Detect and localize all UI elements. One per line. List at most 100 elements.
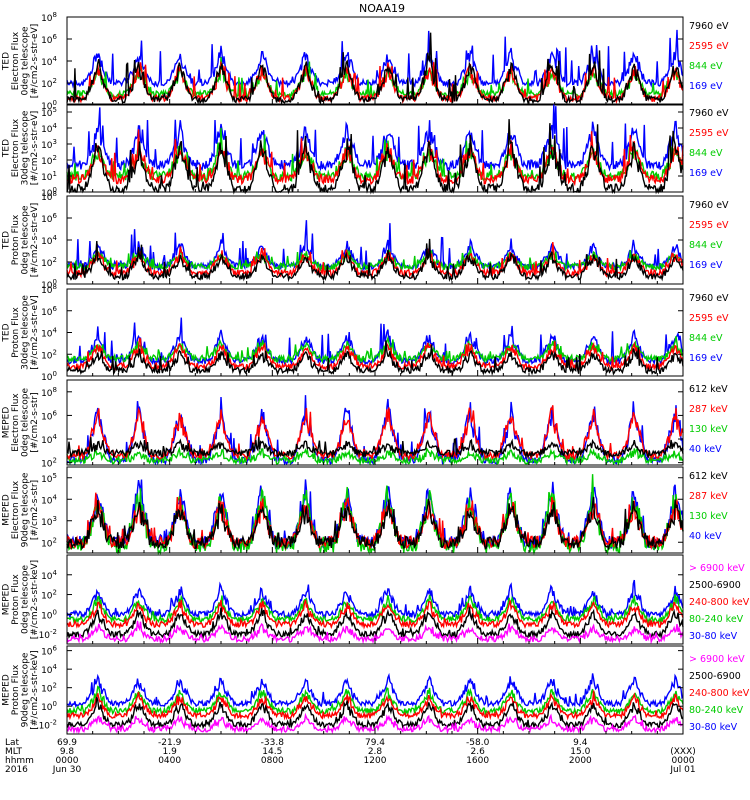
series-line-1-4 <box>66 29 684 89</box>
y-tick-label: 108 <box>41 283 57 296</box>
y-tick-label: 100 <box>41 608 57 621</box>
readout-value: 9.4 <box>573 738 588 748</box>
time-axis-readouts: Lat 69.9 -21.9 -33.8 79.4 -58.0 9.4 MLT 9.8 1.9 14… <box>5 738 696 775</box>
y-tick-label: 104 <box>41 234 57 247</box>
readout-value: 79.4 <box>365 738 385 748</box>
legend-entry: 40 keV <box>689 531 722 542</box>
y-tick-label: 102 <box>41 682 57 695</box>
legend-entry: 612 keV <box>689 384 728 395</box>
readout-value: 1200 <box>364 756 387 766</box>
y-tick-label: 105 <box>41 472 57 485</box>
series-line-1-1 <box>66 32 684 105</box>
legend-entry: 30-80 keV <box>689 631 738 642</box>
series-line-8-4 <box>66 685 684 717</box>
y-axis-label: TEDElectron Flux0deg telescope[#/cm2-s-s… <box>2 24 41 99</box>
y-tick-label: 104 <box>41 55 57 68</box>
legend-entry: 612 keV <box>689 471 728 482</box>
y-tick-label: 100 <box>41 99 57 112</box>
y-tick-label: 103 <box>41 138 57 151</box>
series-line-7-2 <box>66 607 684 640</box>
legend-entry: 169 eV <box>689 81 723 92</box>
y-tick-label: 10-2 <box>39 719 57 732</box>
readout-value: 0400 <box>158 756 181 766</box>
readout-value: 0000 <box>672 756 695 766</box>
legend-entry: 80-240 keV <box>689 614 744 625</box>
y-tick-label: 106 <box>41 305 57 318</box>
series-line-8-3 <box>66 690 684 721</box>
series-line-7-1 <box>66 620 684 645</box>
legend-entry: 844 eV <box>689 61 723 72</box>
readout-value: 1600 <box>466 756 489 766</box>
y-tick-label: 104 <box>41 493 57 506</box>
y-tick-label: 108 <box>41 11 57 24</box>
series-line-2-4 <box>66 103 684 173</box>
series-line-6-1 <box>66 496 684 551</box>
legend-entry: 844 eV <box>689 333 723 344</box>
y-tick-label: 102 <box>41 256 57 269</box>
series-line-8-2 <box>66 696 684 731</box>
y-tick-label: 10-2 <box>39 628 57 641</box>
readout-value: 2.6 <box>471 747 486 757</box>
readout-value: 2.8 <box>368 747 383 757</box>
legend-entry: 287 keV <box>689 404 728 415</box>
readout-value: 9.8 <box>60 747 75 757</box>
y-tick-label: 102 <box>41 536 57 549</box>
readout-row-label: Lat <box>5 738 20 748</box>
y-tick-label: 106 <box>41 409 57 422</box>
readout-value: 0800 <box>261 756 284 766</box>
series-line-2-2 <box>66 129 684 187</box>
panel-frame <box>66 195 684 285</box>
legend-entry: 844 eV <box>689 240 723 251</box>
readout-value: 69.9 <box>57 738 77 748</box>
legend-entry: 30-80 keV <box>689 722 738 733</box>
series-line-7-3 <box>66 599 684 630</box>
y-axis-label: MEPEDElectron Flux0deg telescope[#/cm2-s… <box>2 388 41 458</box>
y-tick-label: 102 <box>41 348 57 361</box>
readout-value: -33.8 <box>261 738 285 748</box>
legend-entry: 7960 eV <box>689 200 729 211</box>
legend-entry: > 6900 keV <box>689 654 745 665</box>
y-tick-label: 104 <box>41 433 57 446</box>
series-line-7-5 <box>66 579 684 620</box>
y-tick-label: 100 <box>41 370 57 383</box>
legend-entry: 40 keV <box>689 444 722 455</box>
y-tick-label: 103 <box>41 515 57 528</box>
legend-entry: 169 eV <box>689 260 723 271</box>
y-axis-label: TEDElectron Flux30deg telescope[#/cm2-s-… <box>2 110 41 185</box>
legend-entry: 240-800 keV <box>689 688 750 699</box>
legend-entry: 844 eV <box>689 148 723 159</box>
readout-value: -21.9 <box>158 738 182 748</box>
y-tick-label: 105 <box>41 106 57 119</box>
y-tick-label: 104 <box>41 663 57 676</box>
readout-value: (XXX) <box>670 747 696 757</box>
readout-value: 2000 <box>569 756 592 766</box>
legend-entry: 130 keV <box>689 511 728 522</box>
y-axis-label: MEPEDElectron Flux90deg telescope[#/cm2-… <box>2 472 41 547</box>
y-axis-label: MEPEDProton Flux90deg telescope[#/cm2-s-… <box>2 650 41 729</box>
legend-entry: 169 eV <box>689 168 723 179</box>
y-tick-label: 102 <box>41 154 57 167</box>
y-tick-label: 108 <box>41 190 57 203</box>
legend-entry: 2500-6900 <box>689 671 741 682</box>
legend-entry: 240-800 keV <box>689 597 750 608</box>
y-axis-label: TEDProton Flux30deg telescope[#/cm2-s-st… <box>2 295 41 370</box>
legend-entry: 2500-6900 <box>689 580 741 591</box>
y-tick-label: 108 <box>41 386 57 399</box>
readout-row-label: MLT <box>5 747 23 757</box>
series-line-7-4 <box>66 594 684 625</box>
legend-entry: 169 eV <box>689 353 723 364</box>
y-tick-label: 106 <box>41 212 57 225</box>
readout-value: Jul 01 <box>669 765 695 775</box>
readout-value: 0000 <box>56 756 79 766</box>
y-tick-label: 100 <box>41 278 57 291</box>
chart-title: NOAA19 <box>359 2 405 15</box>
